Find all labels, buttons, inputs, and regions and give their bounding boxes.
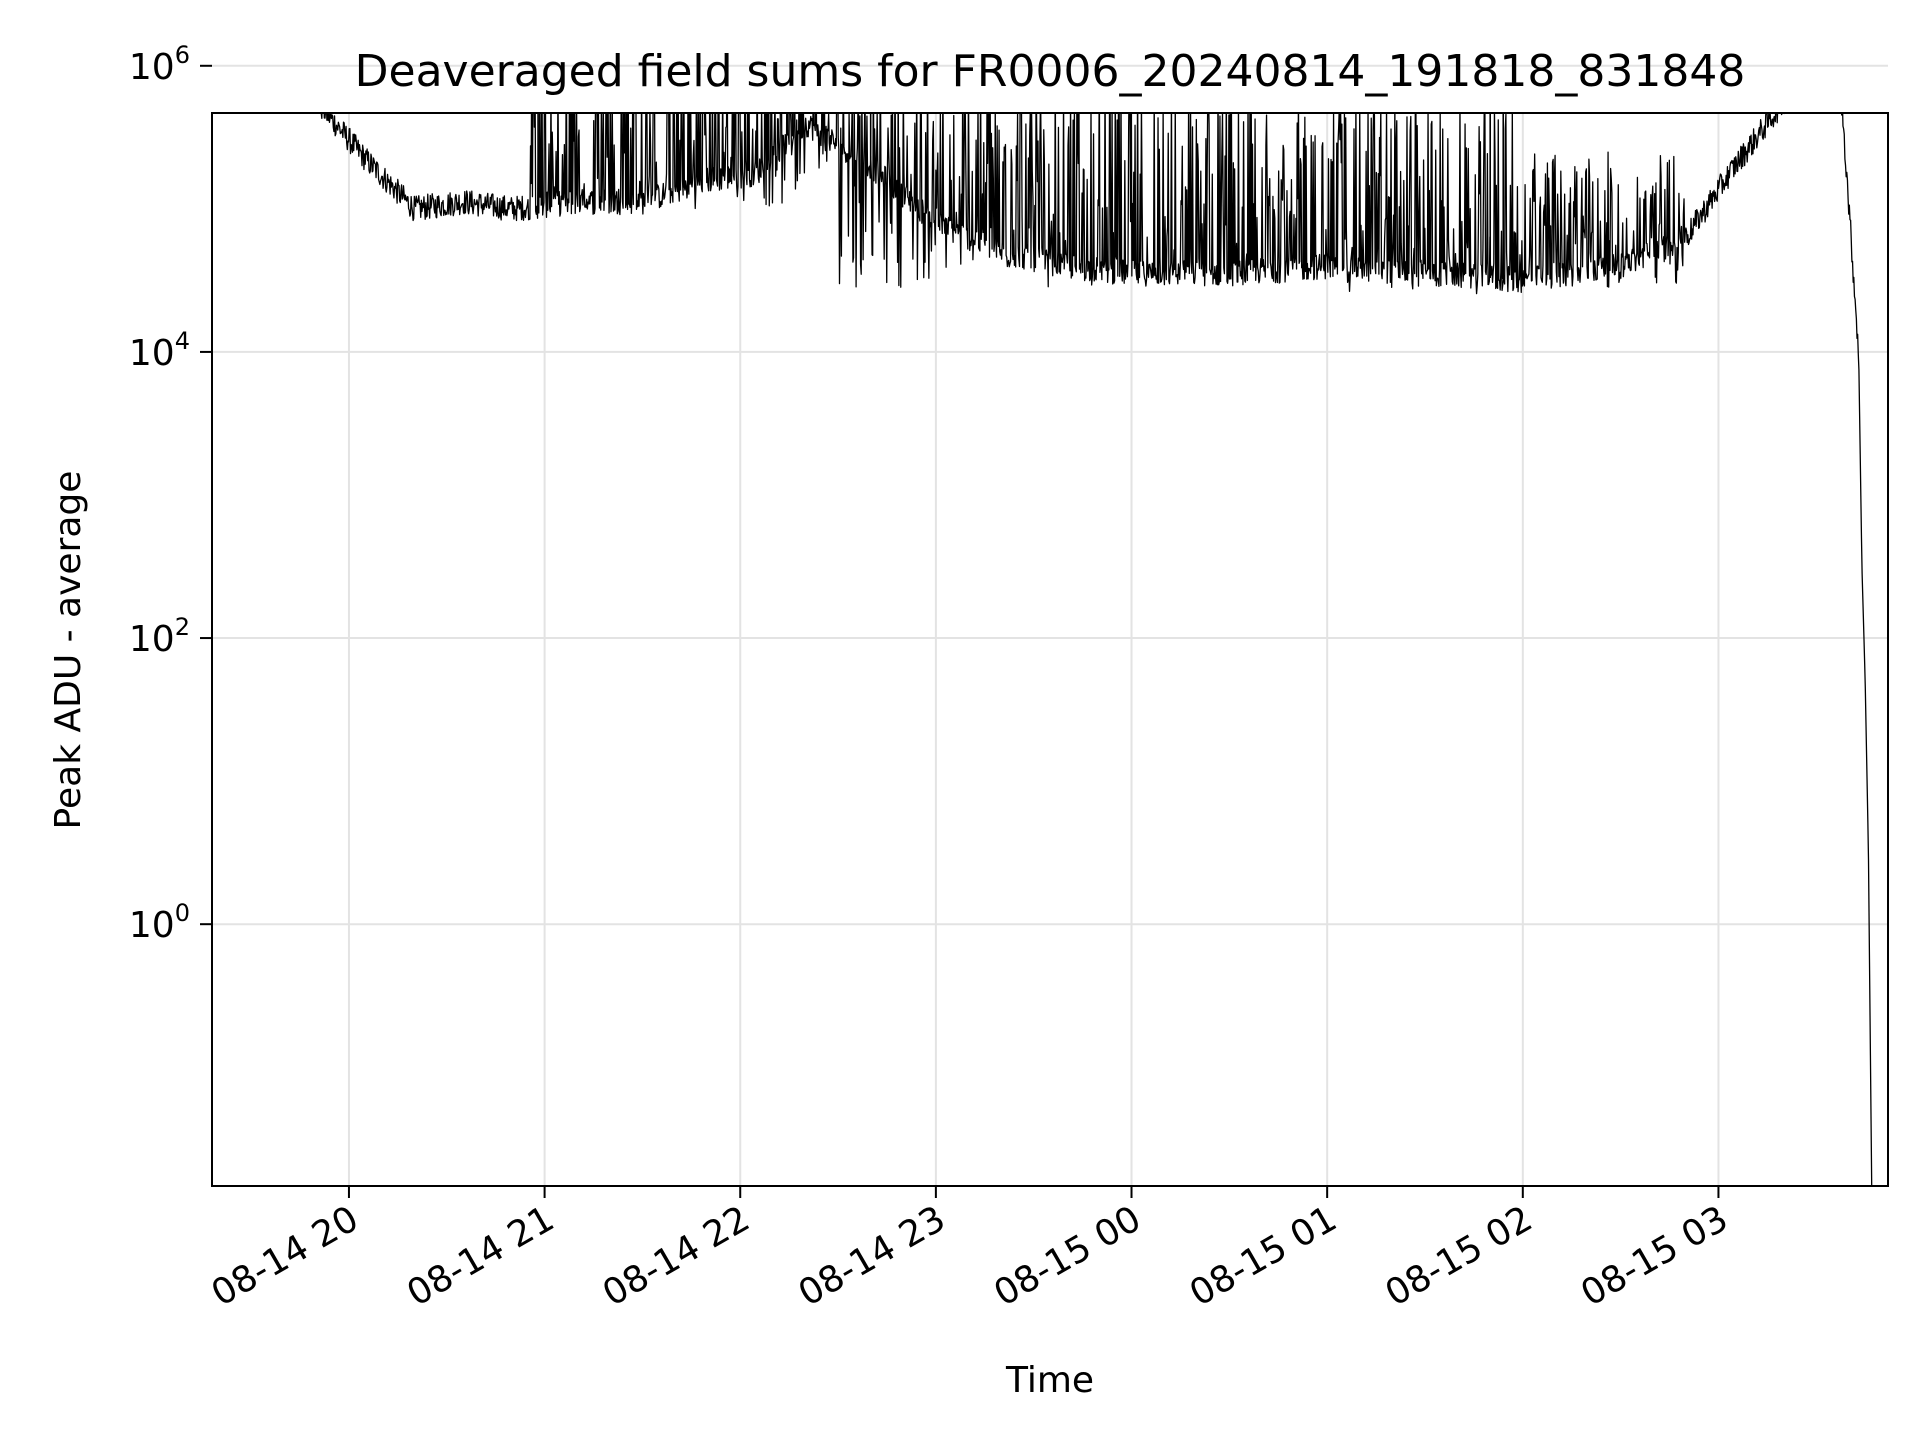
chart-title: Deaveraged field sums for FR0006_2024081… [355,46,1746,97]
grid [212,64,1888,1186]
y-ticks: 106 104 102 100 [129,41,212,946]
plot-area [320,113,1873,1186]
y-tick-label: 104 [129,327,190,374]
x-axis-label: Time [1005,1360,1094,1401]
y-tick-label: 102 [129,613,190,660]
y-axis-label: Peak ADU - average [48,471,89,830]
y-tick-label: 106 [129,41,190,88]
series-line-group [320,113,1873,1186]
y-tick-label: 100 [129,899,190,946]
axes-frame [211,112,1889,1187]
series-line [320,113,1873,1186]
